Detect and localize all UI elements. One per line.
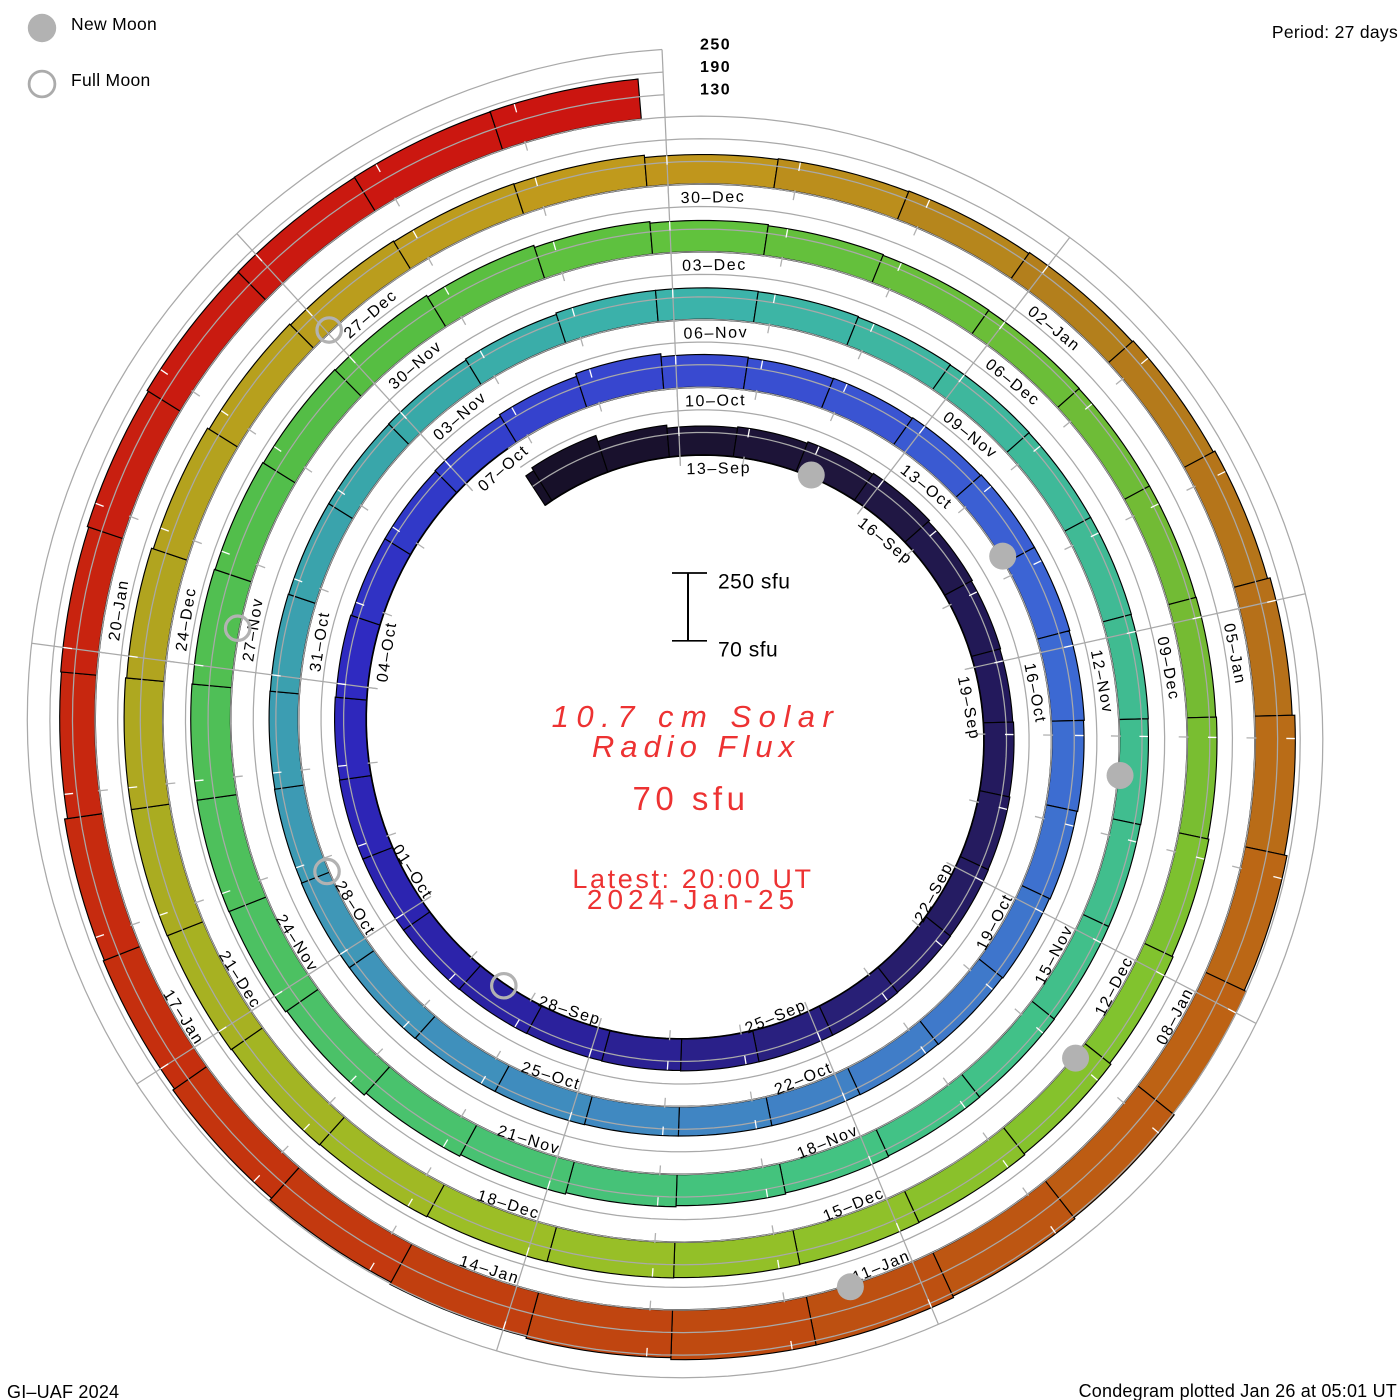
svg-text:06–Nov: 06–Nov (683, 324, 748, 342)
svg-text:Latest: 20:00 UT: Latest: 20:00 UT (572, 864, 813, 894)
svg-text:GI–UAF 2024: GI–UAF 2024 (7, 1382, 119, 1400)
svg-text:Condegram plotted Jan 26 at 05: Condegram plotted Jan 26 at 05:01 UT (1079, 1381, 1397, 1400)
svg-text:New Moon: New Moon (71, 14, 157, 34)
svg-text:Period: 27 days: Period: 27 days (1272, 22, 1398, 42)
svg-text:2024-Jan-25: 2024-Jan-25 (587, 884, 799, 915)
svg-text:03–Dec: 03–Dec (682, 257, 747, 275)
svg-text:70 sfu: 70 sfu (718, 639, 778, 662)
svg-text:250 sfu: 250 sfu (718, 571, 790, 594)
svg-text:130: 130 (700, 82, 731, 99)
svg-text:13–Sep: 13–Sep (686, 460, 751, 478)
svg-text:70 sfu: 70 sfu (633, 780, 750, 817)
svg-text:10.7 cm Solar: 10.7 cm Solar (552, 699, 841, 734)
svg-text:30–Dec: 30–Dec (681, 189, 746, 207)
svg-text:10–Oct: 10–Oct (685, 392, 747, 410)
svg-text:250: 250 (700, 36, 731, 53)
svg-text:190: 190 (700, 59, 731, 76)
svg-text:Radio Flux: Radio Flux (592, 729, 800, 764)
svg-text:Full Moon: Full Moon (71, 70, 151, 90)
